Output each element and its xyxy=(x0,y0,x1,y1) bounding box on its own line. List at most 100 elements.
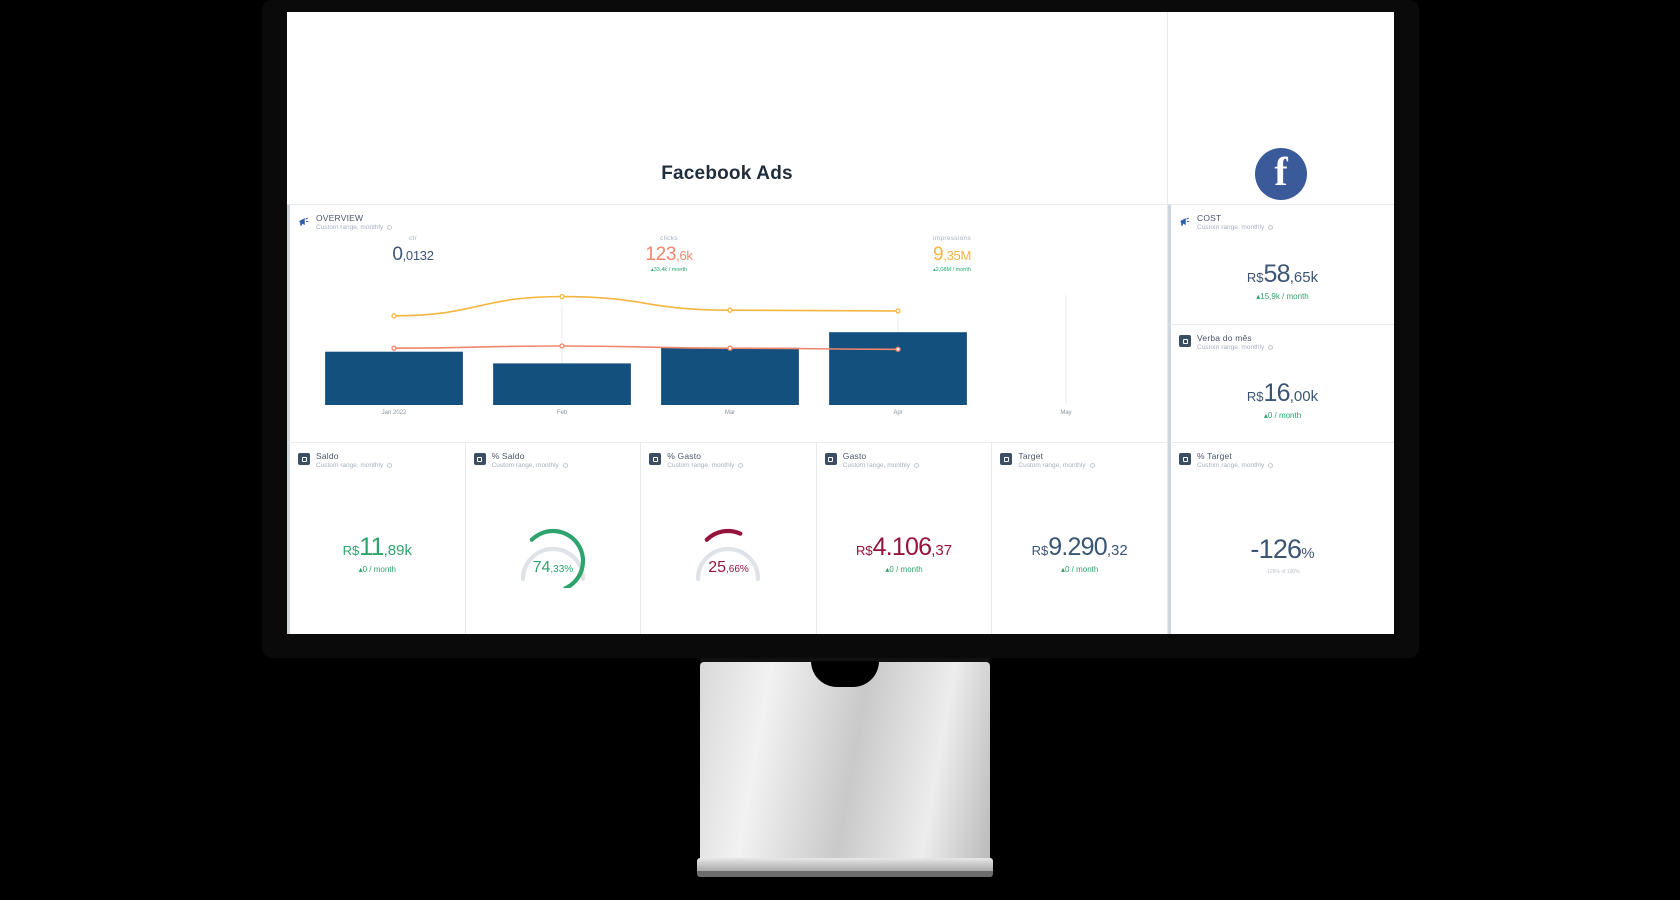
side-cost-currency: R$ xyxy=(1246,270,1264,285)
overview-chart-svg xyxy=(325,293,1067,405)
overview-subtitle: Custom range, monthly xyxy=(316,223,393,232)
overview-metric-ctr: ctr 0,0132 xyxy=(290,235,536,264)
impressions-dec: ,35M xyxy=(943,248,971,263)
dashboard-header: Facebook Ads xyxy=(287,12,1394,204)
info-icon[interactable] xyxy=(1089,463,1095,469)
side-card-cost[interactable]: COST Custom range, monthly R$58,65k ▴15,… xyxy=(1168,205,1394,325)
kpi-target-value: R$9.290,32 xyxy=(1032,535,1128,560)
kpi-saldo-subtitle-text: Custom range, monthly xyxy=(316,461,384,469)
overview-x-axis: Jan 2022 Feb Mar Apr May xyxy=(290,410,1167,428)
chart-bar xyxy=(661,347,799,405)
chart-point xyxy=(391,345,397,351)
info-icon[interactable] xyxy=(1268,225,1274,231)
chart-line xyxy=(393,345,899,351)
overview-metric-clicks-delta: ▴33,4k / month xyxy=(650,267,688,273)
kpi-gasto-body: R$4.106,37 ▴0 / month xyxy=(817,485,992,624)
chart-point xyxy=(727,345,733,351)
kpi-gasto-value: R$4.106,37 xyxy=(856,535,952,560)
chart-line xyxy=(393,295,899,317)
info-icon[interactable] xyxy=(387,225,393,231)
kpi-card-pct-saldo[interactable]: % Saldo Custom range, monthly xyxy=(465,443,642,634)
gauge-pct-saldo-value: 74,33% xyxy=(514,559,592,576)
side-cost-header: COST Custom range, monthly xyxy=(1171,205,1394,231)
ctr-int: 0 xyxy=(392,244,403,265)
chart-bar xyxy=(493,363,631,405)
side-card-pct-target[interactable]: % Target Custom range, monthly -126% -12… xyxy=(1168,443,1394,634)
kpi-gasto-dec: ,37 xyxy=(931,542,953,559)
kpi-card-gasto[interactable]: Gasto Custom range, monthly R$4.106,37 xyxy=(816,443,993,634)
overview-metric-clicks-value: 123,6k xyxy=(536,245,802,264)
kpi-gasto-delta: ▴0 / month xyxy=(885,565,923,574)
overview-metric-impressions-value: 9,35M xyxy=(802,245,1102,264)
monitor-screen: Facebook Ads xyxy=(287,12,1394,634)
kpi-target-subtitle-text: Custom range, monthly xyxy=(1018,461,1086,469)
side-verba-int: 16 xyxy=(1263,379,1291,407)
table-section-anchor xyxy=(287,624,1394,634)
kpi-pct-saldo-body: 74,33% xyxy=(466,485,641,624)
brand-logo-area xyxy=(1167,12,1394,204)
chart-point xyxy=(727,307,733,313)
side-verba-subtitle: Custom range, monthly xyxy=(1197,343,1274,352)
kpi-gasto-header: Gasto Custom range, monthly xyxy=(817,443,992,469)
side-verba-subtitle-text: Custom range, monthly xyxy=(1197,343,1265,351)
side-pct-target-header: % Target Custom range, monthly xyxy=(1171,443,1394,469)
kpi-saldo-title: Saldo xyxy=(316,451,339,461)
monitor-stand xyxy=(700,661,990,877)
overview-subtitle-text: Custom range, monthly xyxy=(316,223,384,231)
side-pct-target-body: -126% -126% of 100% xyxy=(1171,483,1394,628)
overview-title: OVERVIEW xyxy=(316,213,364,223)
chart-bar xyxy=(325,351,463,405)
overview-metric-ctr-value: 0,0132 xyxy=(290,245,536,264)
clicks-dec: ,6k xyxy=(676,248,693,263)
info-icon[interactable] xyxy=(562,463,568,469)
overview-widget: OVERVIEW Custom range, monthly ctr xyxy=(287,205,1167,443)
gauge-pct-gasto-svg xyxy=(696,528,761,581)
side-cost-subtitle-text: Custom range, monthly xyxy=(1197,223,1265,231)
chart-point xyxy=(391,313,397,319)
kpi-pct-gasto-subtitle: Custom range, monthly xyxy=(667,461,744,470)
kpi-saldo-currency: R$ xyxy=(342,543,360,558)
x-axis-label: Apr xyxy=(893,410,903,416)
overview-metric-impressions-delta: ▴2,08M / month xyxy=(933,267,971,273)
kpi-card-target[interactable]: Target Custom range, monthly R$9.290,3 xyxy=(992,443,1167,634)
info-icon[interactable] xyxy=(738,463,744,469)
kpi-card-saldo[interactable]: Saldo Custom range, monthly R$11,89k xyxy=(287,443,466,634)
kpi-target-header: Target Custom range, monthly xyxy=(992,443,1167,469)
kpi-saldo-int: 11 xyxy=(359,533,384,561)
megaphone-icon xyxy=(298,215,310,227)
overview-metric-ctr-label: ctr xyxy=(408,235,418,242)
kpi-card-strip: Saldo Custom range, monthly R$11,89k xyxy=(287,443,1167,634)
kpi-card-pct-gasto[interactable]: % Gasto Custom range, monthly xyxy=(641,443,817,634)
side-pct-target-subtitle: Custom range, monthly xyxy=(1197,461,1274,470)
kpi-saldo-body: R$11,89k ▴0 / month xyxy=(290,485,465,624)
kpi-pct-gasto-subtitle-text: Custom range, monthly xyxy=(667,461,735,469)
info-icon[interactable] xyxy=(387,463,393,469)
info-icon[interactable] xyxy=(1268,345,1274,351)
chart-point xyxy=(559,293,565,300)
info-icon[interactable] xyxy=(913,463,919,469)
kpi-saldo-dec: ,89k xyxy=(383,542,412,559)
info-icon[interactable] xyxy=(1268,463,1274,469)
target-icon xyxy=(1179,335,1191,347)
kpi-gasto-title: Gasto xyxy=(842,451,867,461)
side-pct-target-subtitle-text: Custom range, monthly xyxy=(1197,461,1265,469)
side-cost-title: COST xyxy=(1197,213,1222,223)
target-icon xyxy=(824,453,837,465)
page-title: Facebook Ads xyxy=(661,163,793,184)
kpi-saldo-value: R$11,89k xyxy=(343,535,412,560)
target-icon xyxy=(298,453,310,465)
side-cost-body: R$58,65k ▴15,9k / month xyxy=(1171,245,1394,318)
side-card-verba-do-mes[interactable]: Verba do mês Custom range, monthly R$16,… xyxy=(1168,325,1394,443)
pct-gasto-int: 25 xyxy=(708,558,726,576)
kpi-saldo-header: Saldo Custom range, monthly xyxy=(290,443,465,469)
side-cost-int: 58 xyxy=(1263,260,1291,288)
target-icon xyxy=(1179,453,1191,465)
dashboard-body: OVERVIEW Custom range, monthly ctr xyxy=(287,204,1394,634)
chart-bar xyxy=(829,332,967,405)
side-pct-target-dec: % xyxy=(1301,545,1315,562)
kpi-target-currency: R$ xyxy=(1031,543,1049,558)
impressions-int: 9 xyxy=(933,244,944,265)
target-icon xyxy=(473,453,486,465)
kpi-target-body: R$9.290,32 ▴0 / month xyxy=(992,485,1167,624)
clicks-int: 123 xyxy=(645,244,677,265)
